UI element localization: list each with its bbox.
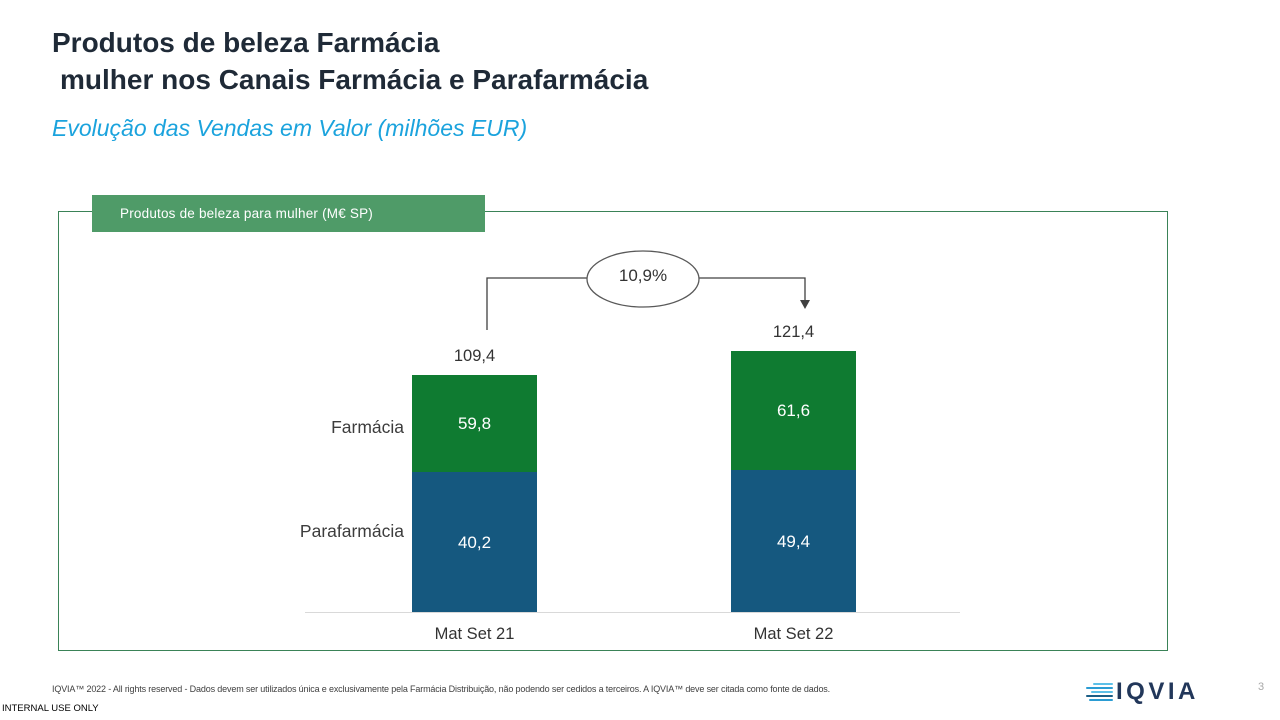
growth-percentage: 10,9% bbox=[618, 266, 668, 285]
chart-frame bbox=[58, 211, 1168, 651]
x-axis-line bbox=[305, 612, 960, 613]
page-number: 3 bbox=[1258, 681, 1265, 693]
bar-segment-farmacia: 61,6 bbox=[731, 351, 856, 470]
series-label-farmacia: Farmácia bbox=[331, 417, 404, 437]
iqvia-logo: IQVIA bbox=[1085, 678, 1199, 706]
iqvia-stripes-icon bbox=[1085, 683, 1113, 701]
bar-segment-parafarmacia: 49,4 bbox=[731, 470, 856, 613]
segment-value: 59,8 bbox=[457, 413, 492, 433]
bar-total-mat-set-22: 121,4 bbox=[772, 323, 815, 341]
slide-title-line1: Produtos de beleza Farmácia bbox=[52, 27, 440, 58]
classification-label: INTERNAL USE ONLY bbox=[2, 703, 99, 714]
segment-value: 40,2 bbox=[457, 532, 492, 552]
copyright-footnote: IQVIA™ 2022 - All rights reserved - Dado… bbox=[52, 684, 831, 694]
iqvia-logo-text: IQVIA bbox=[1116, 678, 1199, 705]
x-axis-label-mat-set-22: Mat Set 22 bbox=[753, 625, 834, 643]
slide-title-line2: mulher nos Canais Farmácia e Parafarmáci… bbox=[60, 64, 649, 95]
chart-title-box: Produtos de beleza para mulher (M€ SP) bbox=[92, 195, 485, 232]
x-axis-label-mat-set-21: Mat Set 21 bbox=[434, 625, 515, 643]
stacked-bar-mat-set-21: 59,8 40,2 bbox=[412, 375, 537, 613]
series-label-parafarmacia: Parafarmácia bbox=[299, 521, 404, 541]
segment-value: 61,6 bbox=[776, 400, 811, 420]
bar-segment-parafarmacia: 40,2 bbox=[412, 472, 537, 613]
slide-subtitle: Evolução das Vendas em Valor (milhões EU… bbox=[52, 115, 528, 141]
bar-total-mat-set-21: 109,4 bbox=[453, 347, 496, 365]
segment-value: 49,4 bbox=[776, 531, 811, 551]
slide-title: Produtos de beleza Farmácia mulher nos C… bbox=[52, 24, 648, 98]
bar-segment-farmacia: 59,8 bbox=[412, 375, 537, 472]
stacked-bar-mat-set-22: 61,6 49,4 bbox=[731, 351, 856, 613]
